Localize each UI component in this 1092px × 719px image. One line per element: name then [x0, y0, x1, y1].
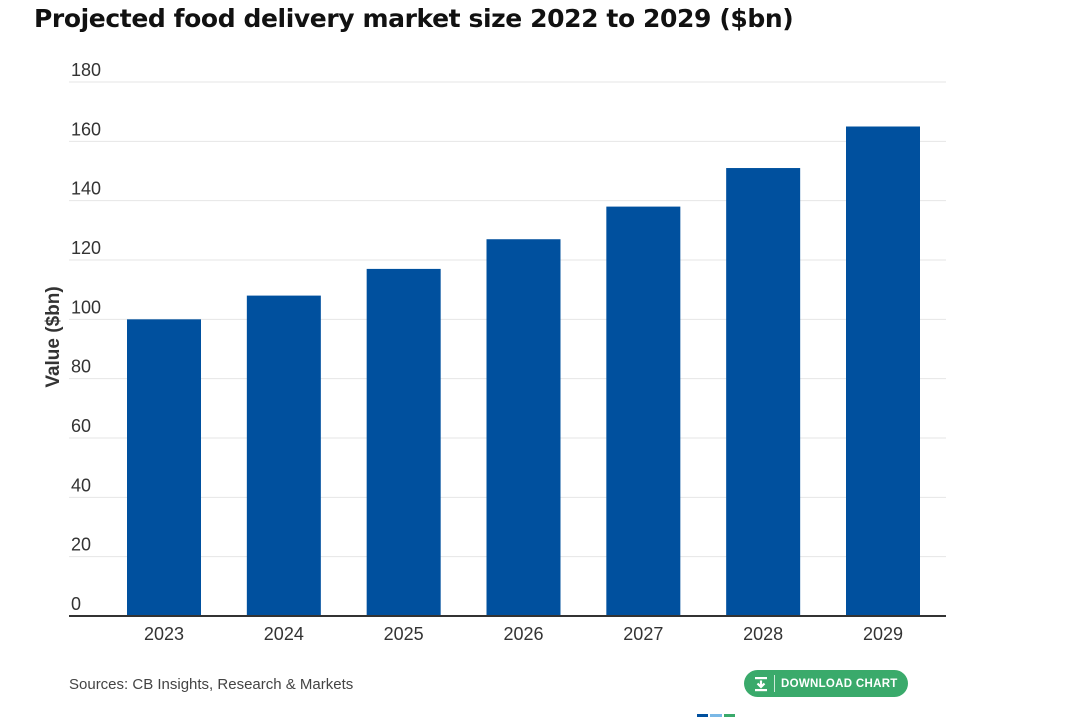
- bar-2027[interactable]: [606, 206, 681, 616]
- y-tick-label: 140: [71, 179, 101, 199]
- source-note: Sources: CB Insights, Research & Markets: [69, 676, 354, 693]
- x-tick-label: 2025: [384, 624, 424, 644]
- brand-bar-1: [697, 714, 709, 717]
- y-tick-label: 20: [71, 535, 91, 555]
- bar-2023[interactable]: [127, 319, 201, 616]
- y-tick-label: 60: [71, 416, 91, 436]
- bar-2028[interactable]: [726, 168, 801, 617]
- brand-bar-2: [710, 714, 722, 717]
- x-tick-label: 2027: [623, 624, 663, 644]
- bar-2025[interactable]: [366, 268, 441, 616]
- x-tick-label: 2028: [743, 624, 783, 644]
- button-divider: [774, 675, 775, 692]
- x-tick-label: 2029: [863, 624, 903, 644]
- y-tick-label: 40: [71, 475, 91, 495]
- y-tick-label: 80: [71, 357, 91, 377]
- brand-bar-3: [723, 714, 735, 717]
- download-chart-label: DOWNLOAD CHART: [781, 677, 898, 690]
- x-tick-labels: 2023 2024 2025 2026 2027 2028 2029: [144, 624, 903, 644]
- bar-2026[interactable]: [486, 239, 561, 616]
- x-tick-label: 2023: [144, 624, 184, 644]
- y-tick-label: 0: [71, 594, 81, 614]
- y-tick-labels: 0 20 40 60 80 100 120 140 160 180: [71, 60, 101, 614]
- x-tick-label: 2026: [503, 624, 543, 644]
- bar-2024[interactable]: [246, 295, 321, 616]
- x-tick-label: 2024: [264, 624, 304, 644]
- brand-logo-strip: [697, 714, 735, 719]
- y-axis-title: Value ($bn): [43, 286, 64, 387]
- bar-2029[interactable]: [846, 126, 920, 617]
- download-chart-button[interactable]: DOWNLOAD CHART: [744, 670, 908, 697]
- y-tick-label: 180: [71, 60, 101, 80]
- download-icon: [754, 676, 768, 692]
- y-tick-label: 100: [71, 297, 101, 317]
- bars: [127, 126, 920, 617]
- y-tick-label: 120: [71, 238, 101, 258]
- y-tick-label: 160: [71, 119, 101, 139]
- chart-title: Projected food delivery market size 2022…: [34, 4, 794, 33]
